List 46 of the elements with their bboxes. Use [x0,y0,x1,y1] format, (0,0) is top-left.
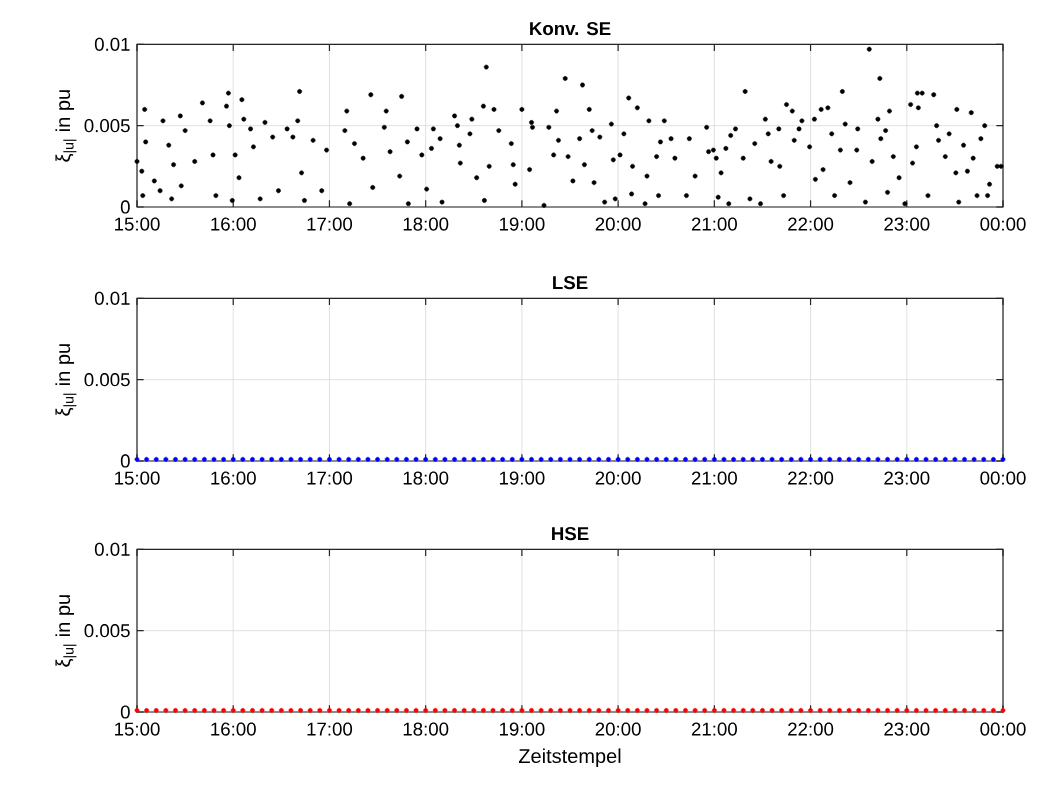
x-tick-label: 00:00 [980,722,1026,736]
y-tick-label: 0 [120,200,130,214]
x-tick-label: 18:00 [403,217,449,231]
x-tick-label: 16:00 [211,722,256,736]
x-tick-label: 20:00 [595,722,641,736]
x-tick-label: 22:00 [788,722,834,736]
x-tick-label: 21:00 [691,471,737,485]
x-tick-label: 17:00 [307,217,353,231]
x-axis-title: Zeitstempel [518,748,621,768]
y-axis-title: ξ$_{|u|}$ in pu [55,90,77,162]
y-tick-label: 0 [120,454,130,468]
x-tick-label: 16:00 [211,217,256,231]
x-tick-label: 23:00 [884,217,930,231]
x-tick-label: 23:00 [884,722,930,736]
x-tick-label: 22:00 [788,217,834,231]
y-tick-label: 0 [120,705,130,719]
x-tick-label: 00:00 [980,471,1026,485]
chart-title: Konv. SE [530,21,611,36]
chart-title: HSE [552,526,589,541]
x-tick-label: 19:00 [499,722,545,736]
y-axis-title: ξ$_{|u|}$ in pu [55,595,77,667]
y-tick-label: 0.01 [94,542,130,556]
chart-title: LSE [553,275,588,290]
x-tick-label: 15:00 [115,722,160,736]
y-tick-label: 0.005 [84,624,130,638]
x-tick-label: 20:00 [595,471,641,485]
y-axis-title: ξ$_{|u|}$ in pu [55,344,77,416]
x-tick-label: 17:00 [307,471,353,485]
x-tick-label: 18:00 [403,471,449,485]
x-tick-label: 15:00 [115,471,160,485]
x-tick-label: 16:00 [211,471,256,485]
x-tick-label: 22:00 [788,471,834,485]
x-tick-label: 19:00 [499,471,545,485]
x-tick-label: 19:00 [499,217,545,231]
x-tick-label: 23:00 [884,471,930,485]
x-tick-label: 18:00 [403,722,449,736]
x-tick-label: 00:00 [980,217,1026,231]
x-tick-label: 20:00 [595,217,641,231]
y-tick-label: 0.005 [84,119,130,133]
x-tick-label: 21:00 [691,217,737,231]
y-tick-label: 0.01 [94,37,130,51]
x-tick-label: 21:00 [691,722,737,736]
x-tick-label: 17:00 [307,722,353,736]
y-tick-label: 0.005 [84,373,130,387]
y-tick-label: 0.01 [94,291,130,305]
x-tick-label: 15:00 [115,217,160,231]
